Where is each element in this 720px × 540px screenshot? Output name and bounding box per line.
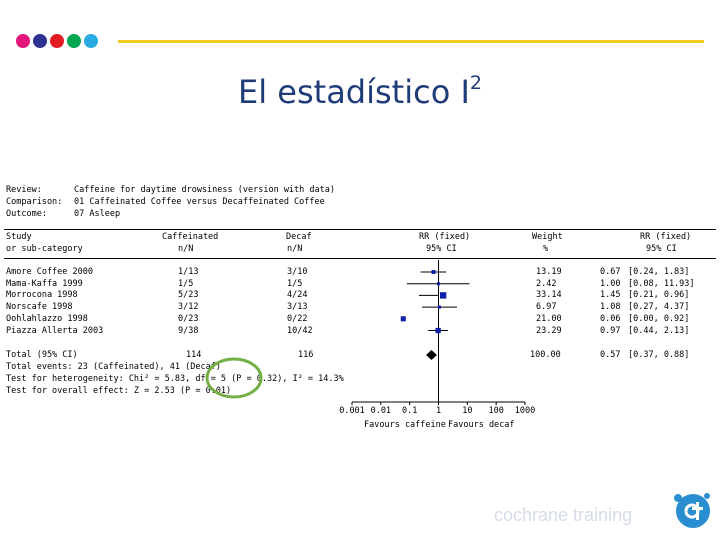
pooled-diamond — [426, 350, 437, 360]
study-name: Piazza Allerta 2003 — [6, 325, 104, 336]
header-rule — [118, 40, 704, 43]
decaf-events: 10/42 — [287, 325, 313, 336]
decaf-events: 3/13 — [287, 302, 308, 313]
comparison-value: 01 Caffeinated Coffee versus Decaffeinat… — [74, 197, 325, 207]
heterogeneity-test: Test for heterogeneity: Chi² = 5.83, df … — [6, 374, 344, 384]
dot-4 — [67, 34, 81, 48]
header-caffeinated-n: n/N — [178, 244, 194, 254]
ci-value: [0.21, 0.96] — [628, 290, 690, 301]
rr-value: 0.97 — [600, 325, 621, 336]
favours-decaf-label: Favours decaf — [448, 420, 515, 430]
ci-value: [0.00, 0.92] — [628, 313, 690, 324]
decaf-events: 0/22 — [287, 313, 308, 324]
header-decaf-n: n/N — [287, 244, 303, 254]
study-marker — [437, 305, 441, 309]
study-marker — [400, 316, 406, 322]
x-tick-label: 0.01 — [371, 406, 391, 416]
header-rr-value-ci: 95% CI — [646, 244, 677, 254]
decaf-events: 4/24 — [287, 290, 308, 301]
ci-value: [0.44, 2.13] — [628, 325, 690, 336]
total-rr: 0.57 — [600, 350, 621, 360]
dot-5 — [84, 34, 98, 48]
weight-value: 21.00 — [536, 313, 562, 324]
rr-value: 0.67 — [600, 267, 621, 277]
study-name: Amore Coffee 2000 — [6, 267, 93, 277]
caffeinated-events: 9/38 — [178, 325, 199, 336]
caffeinated-events: 5/23 — [178, 290, 199, 301]
slide-title-text: El estadístico I — [238, 73, 470, 111]
header-study: Study — [6, 232, 32, 242]
total-decaf: 116 — [298, 350, 314, 360]
rr-value: 0.06 — [600, 313, 621, 324]
weight-value: 2.42 — [536, 278, 557, 289]
comparison-label: Comparison: — [6, 197, 63, 207]
header-study-sub: or sub-category — [6, 244, 83, 254]
x-tick-label: 100 — [488, 406, 503, 416]
i-squared-highlight — [205, 357, 263, 399]
study-name: Oohlahlazzo 1998 — [6, 313, 88, 324]
rr-value: 1.00 — [600, 278, 621, 289]
dot-3 — [50, 34, 64, 48]
slide-title-superscript: 2 — [469, 72, 482, 94]
total-caffeinated: 114 — [186, 350, 202, 360]
dot-2 — [33, 34, 47, 48]
study-marker — [435, 327, 441, 334]
table-rule-header — [4, 258, 716, 259]
weight-value: 23.29 — [536, 325, 562, 336]
total-label: Total (95% CI) — [6, 350, 78, 360]
decorative-dots — [16, 34, 98, 48]
x-tick-label: 10 — [462, 406, 472, 416]
header-decaf: Decaf — [286, 232, 312, 242]
total-events: Total events: 23 (Caffeinated), 41 (Deca… — [6, 362, 221, 372]
footer-brand: cochrane training — [494, 505, 633, 525]
ci-value: [0.24, 1.83] — [628, 267, 690, 277]
x-tick-label: 0.001 — [339, 406, 365, 416]
header-weight-pct: % — [543, 244, 549, 254]
weight-value: 33.14 — [536, 290, 562, 301]
forest-plot-graphic: 0.001 0.01 0.1 1 10 100 1000 — [205, 260, 535, 416]
header-caffeinated: Caffeinated — [162, 232, 219, 242]
header-weight: Weight — [532, 232, 563, 242]
header-rr-plot: RR (fixed) — [419, 232, 471, 242]
cochrane-logo-icon — [674, 493, 710, 528]
overall-effect-test: Test for overall effect: Z = 2.53 (P = 0… — [6, 386, 232, 396]
outcome-value: 07 Asleep — [74, 209, 121, 219]
study-marker — [431, 270, 436, 274]
table-rule-top — [4, 229, 716, 230]
study-name: Norscafe 1998 — [6, 302, 73, 313]
caffeinated-events: 0/23 — [178, 313, 199, 324]
header-rr-plot-ci: 95% CI — [426, 244, 457, 254]
caffeinated-events: 3/12 — [178, 302, 199, 313]
weight-value: 13.19 — [536, 267, 562, 277]
decaf-events: 3/10 — [287, 267, 308, 277]
dot-1 — [16, 34, 30, 48]
header-rr-value: RR (fixed) — [640, 232, 692, 242]
decaf-events: 1/5 — [287, 278, 303, 289]
ci-value: [0.08, 11.93] — [628, 278, 695, 289]
review-value: Caffeine for daytime drowsiness (version… — [74, 185, 335, 195]
outcome-label: Outcome: — [6, 209, 47, 219]
x-tick-label: 0.1 — [402, 406, 417, 416]
ci-value: [0.27, 4.37] — [628, 302, 690, 313]
x-tick-label: 1000 — [515, 406, 535, 416]
study-name: Morrocona 1998 — [6, 290, 78, 301]
rr-value: 1.45 — [600, 290, 621, 301]
caffeinated-events: 1/5 — [178, 278, 194, 289]
rr-value: 1.08 — [600, 302, 621, 313]
study-name: Mama-Kaffa 1999 — [6, 278, 83, 289]
total-ci: [0.37, 0.88] — [628, 350, 690, 360]
slide-title: El estadístico I2 — [0, 72, 720, 111]
study-marker — [437, 282, 440, 286]
review-label: Review: — [6, 185, 42, 195]
forest-plot: Review: Caffeine for daytime drowsiness … — [0, 180, 720, 440]
x-tick-label: 1 — [436, 406, 441, 416]
study-marker — [439, 292, 447, 299]
favours-caffeine-label: Favours caffeine — [364, 420, 446, 430]
weight-value: 6.97 — [536, 302, 557, 313]
total-weight: 100.00 — [530, 350, 561, 360]
caffeinated-events: 1/13 — [178, 267, 199, 277]
